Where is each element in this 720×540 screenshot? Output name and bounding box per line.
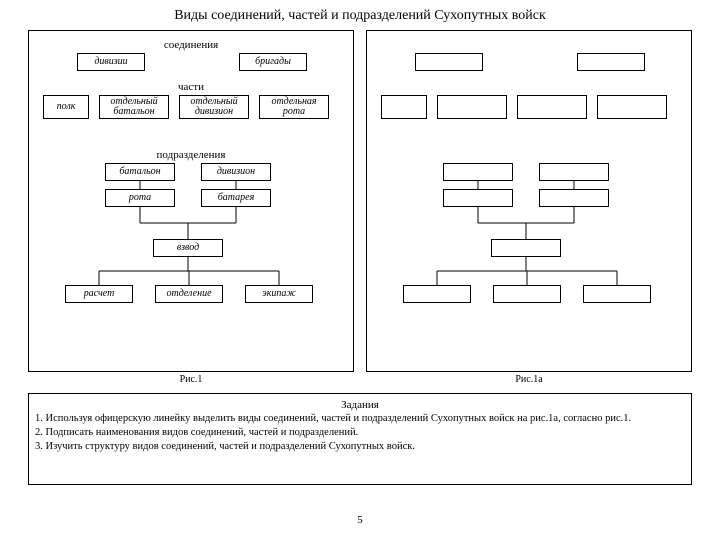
- left-connectors: [29, 31, 349, 371]
- panels-row: соединения дивизии бригады части полк от…: [0, 24, 720, 372]
- tasks-panel: Задания 1. Используя офицерскую линейку …: [28, 393, 692, 485]
- task-3: 3. Изучить структуру видов соединений, ч…: [35, 440, 685, 454]
- task-2: 2. Подписать наименования видов соединен…: [35, 426, 685, 440]
- caption-left: Рис.1: [28, 374, 354, 385]
- right-connectors: [367, 31, 687, 371]
- page-title: Виды соединений, частей и подразделений …: [0, 0, 720, 24]
- page-number: 5: [0, 514, 720, 526]
- task-1: 1. Используя офицерскую линейку выделить…: [35, 412, 685, 426]
- panel-right: [366, 30, 692, 372]
- caption-right: Рис.1а: [366, 374, 692, 385]
- tasks-title: Задания: [35, 398, 685, 412]
- panel-left: соединения дивизии бригады части полк от…: [28, 30, 354, 372]
